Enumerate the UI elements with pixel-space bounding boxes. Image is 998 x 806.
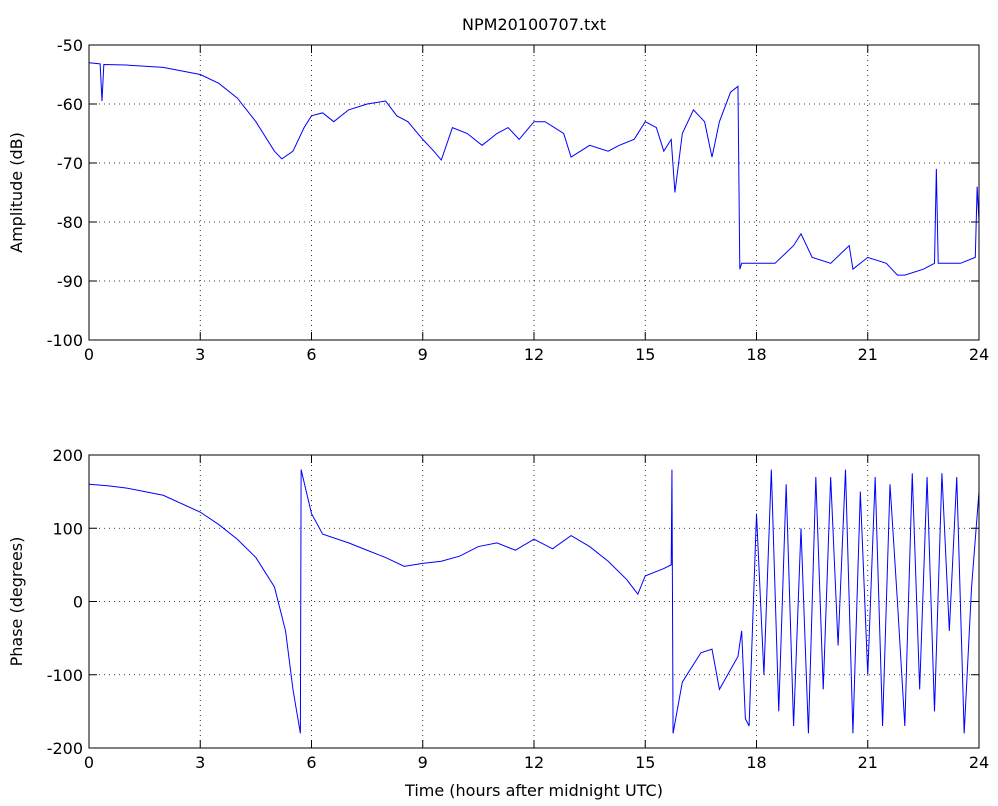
x-tick-label: 9 — [418, 753, 428, 772]
y-tick-label: -90 — [57, 272, 83, 291]
data-line — [88, 62, 980, 276]
x-tick-label: 21 — [858, 345, 878, 364]
axes-frame — [88, 44, 980, 341]
x-axis-label: Time (hours after midnight UTC) — [404, 781, 663, 800]
x-tick-label: 15 — [635, 345, 655, 364]
x-tick-label: 3 — [195, 345, 205, 364]
axes-frame — [88, 454, 980, 749]
x-tick-label: 21 — [858, 753, 878, 772]
y-axis-label: Phase (degrees) — [7, 537, 26, 667]
y-tick-label: -100 — [47, 666, 83, 685]
x-tick-label: 24 — [969, 753, 989, 772]
data-line — [88, 469, 980, 734]
y-tick-label: -100 — [47, 331, 83, 350]
y-tick-label: -60 — [57, 95, 83, 114]
x-tick-label: 24 — [969, 345, 989, 364]
y-tick-label: 200 — [52, 446, 83, 465]
y-tick-label: 100 — [52, 519, 83, 538]
y-tick-label: -200 — [47, 739, 83, 758]
y-tick-label: 0 — [73, 593, 83, 612]
x-tick-label: 0 — [84, 345, 94, 364]
x-tick-label: 0 — [84, 753, 94, 772]
x-tick-label: 6 — [306, 345, 316, 364]
x-tick-label: 15 — [635, 753, 655, 772]
y-tick-label: -50 — [57, 36, 83, 55]
y-tick-label: -80 — [57, 213, 83, 232]
x-tick-label: 12 — [524, 753, 544, 772]
x-tick-label: 18 — [746, 753, 766, 772]
chart-title: NPM20100707.txt — [462, 15, 606, 34]
x-tick-label: 12 — [524, 345, 544, 364]
y-axis-label: Amplitude (dB) — [7, 132, 26, 253]
y-tick-label: -70 — [57, 154, 83, 173]
x-tick-label: 3 — [195, 753, 205, 772]
x-tick-label: 18 — [746, 345, 766, 364]
x-tick-label: 6 — [306, 753, 316, 772]
x-tick-label: 9 — [418, 345, 428, 364]
